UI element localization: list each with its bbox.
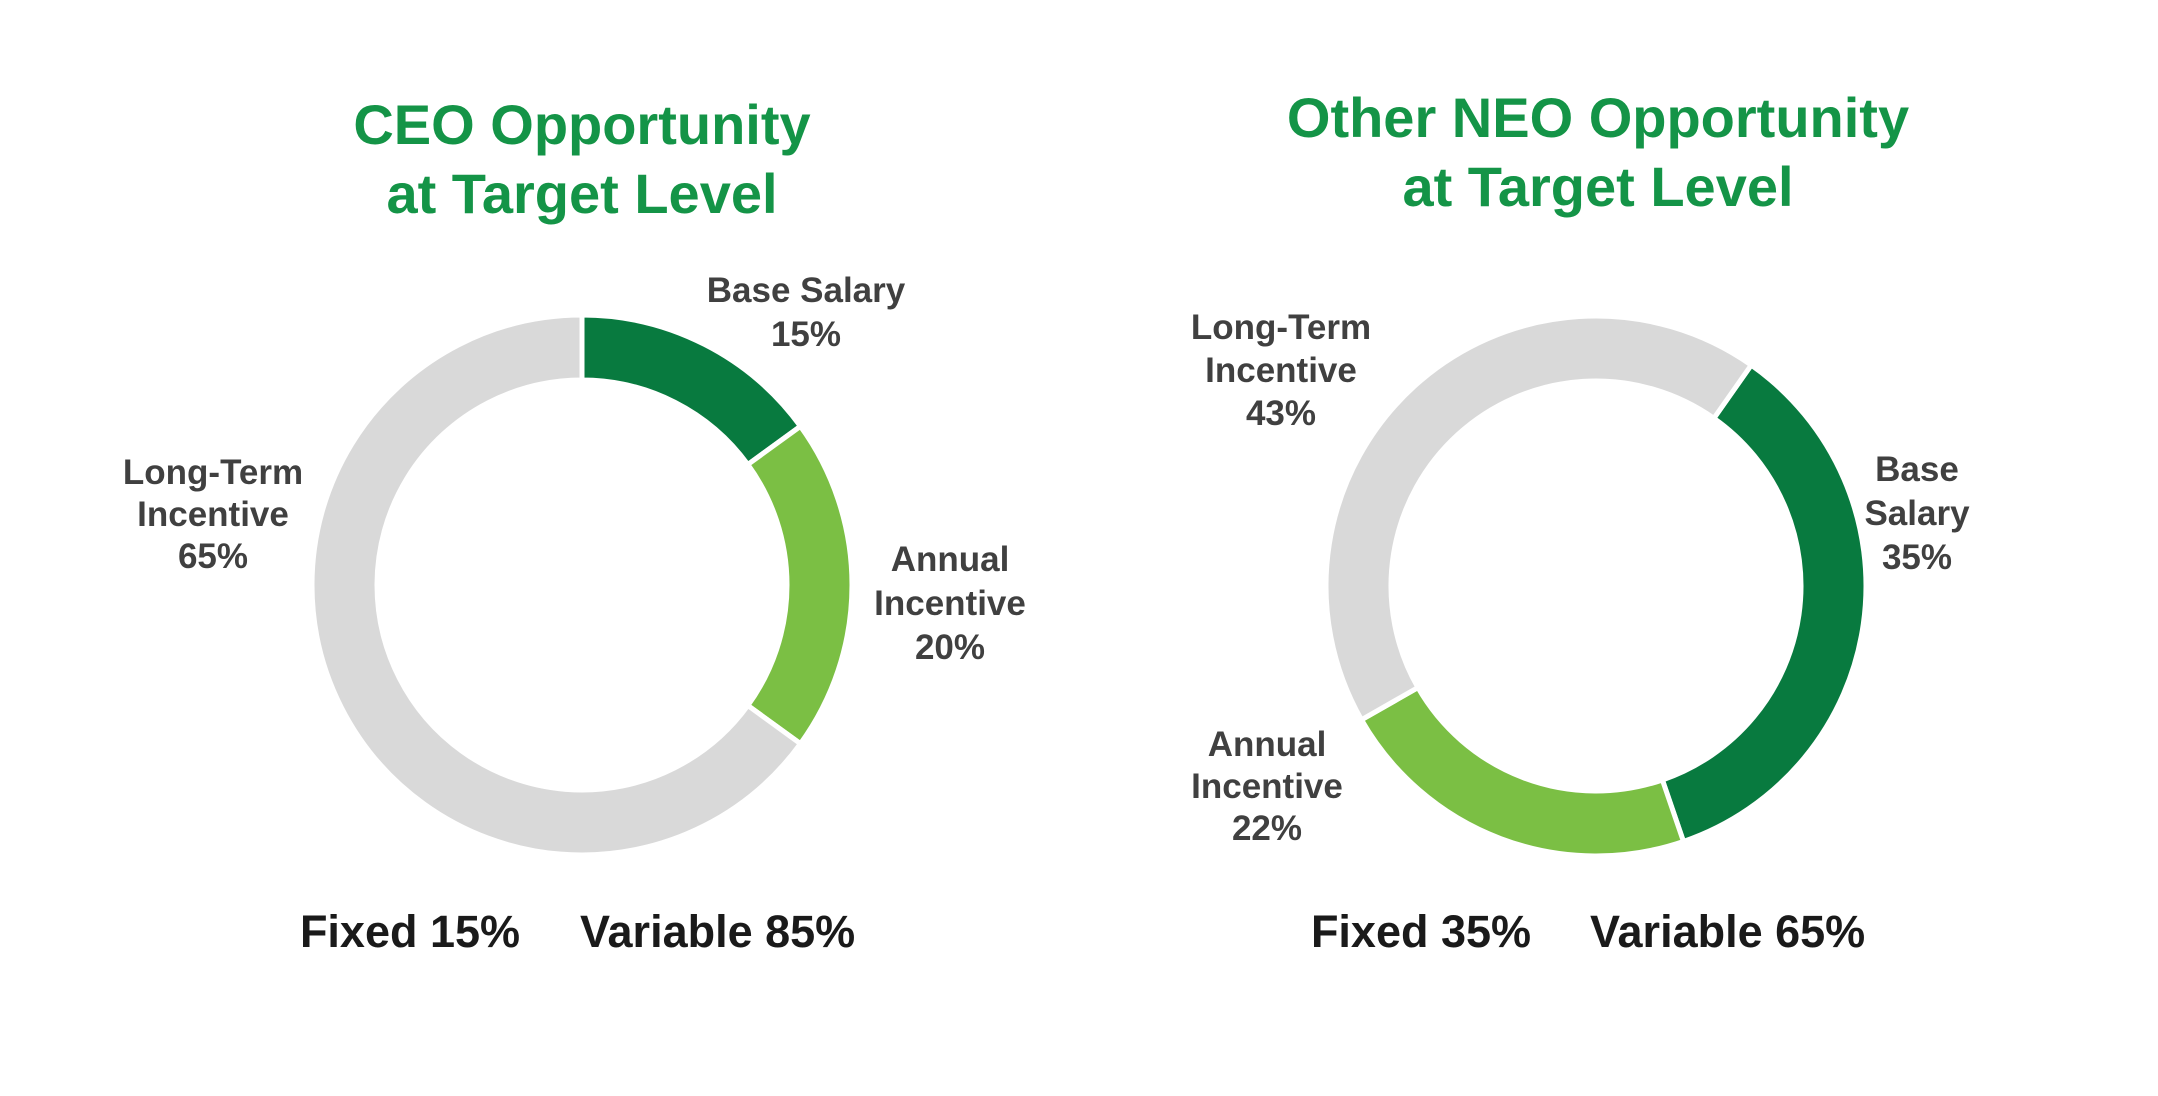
ceo-slice-long-term-incentive (309, 312, 804, 858)
neo-label-base-salary: Base Salary 35% (1864, 450, 1970, 577)
ceo-label-long-term-incentive: Long-Term Incentive 65% (123, 453, 303, 576)
ceo-label-base-salary: Base Salary 15% (707, 271, 906, 354)
ceo-chart-title-line-1: CEO Opportunity (353, 93, 810, 156)
neo-slice-long-term-incentive (1323, 313, 1755, 724)
neo-chart-title-line-1: Other NEO Opportunity (1287, 86, 1909, 149)
neo-label-annual-incentive: Annual Incentive 22% (1191, 725, 1343, 848)
neo-slice-annual-incentive (1358, 684, 1687, 859)
neo-fixed-summary: Fixed 35% (1311, 906, 1531, 957)
neo-label-long-term-incentive: Long-Term Incentive 43% (1191, 308, 1371, 433)
neo-slice-base-salary (1659, 361, 1869, 845)
neo-chart-title-line-2: at Target Level (1402, 155, 1793, 218)
neo-variable-summary: Variable 65% (1590, 906, 1865, 957)
ceo-fixed-summary: Fixed 15% (300, 906, 520, 957)
ceo-variable-summary: Variable 85% (580, 906, 855, 957)
ceo-chart-title-line-2: at Target Level (386, 162, 777, 225)
ceo-slice-base-salary (579, 312, 804, 468)
ceo-label-annual-incentive: Annual Incentive 20% (874, 540, 1026, 667)
ceo-slice-annual-incentive (744, 422, 855, 748)
